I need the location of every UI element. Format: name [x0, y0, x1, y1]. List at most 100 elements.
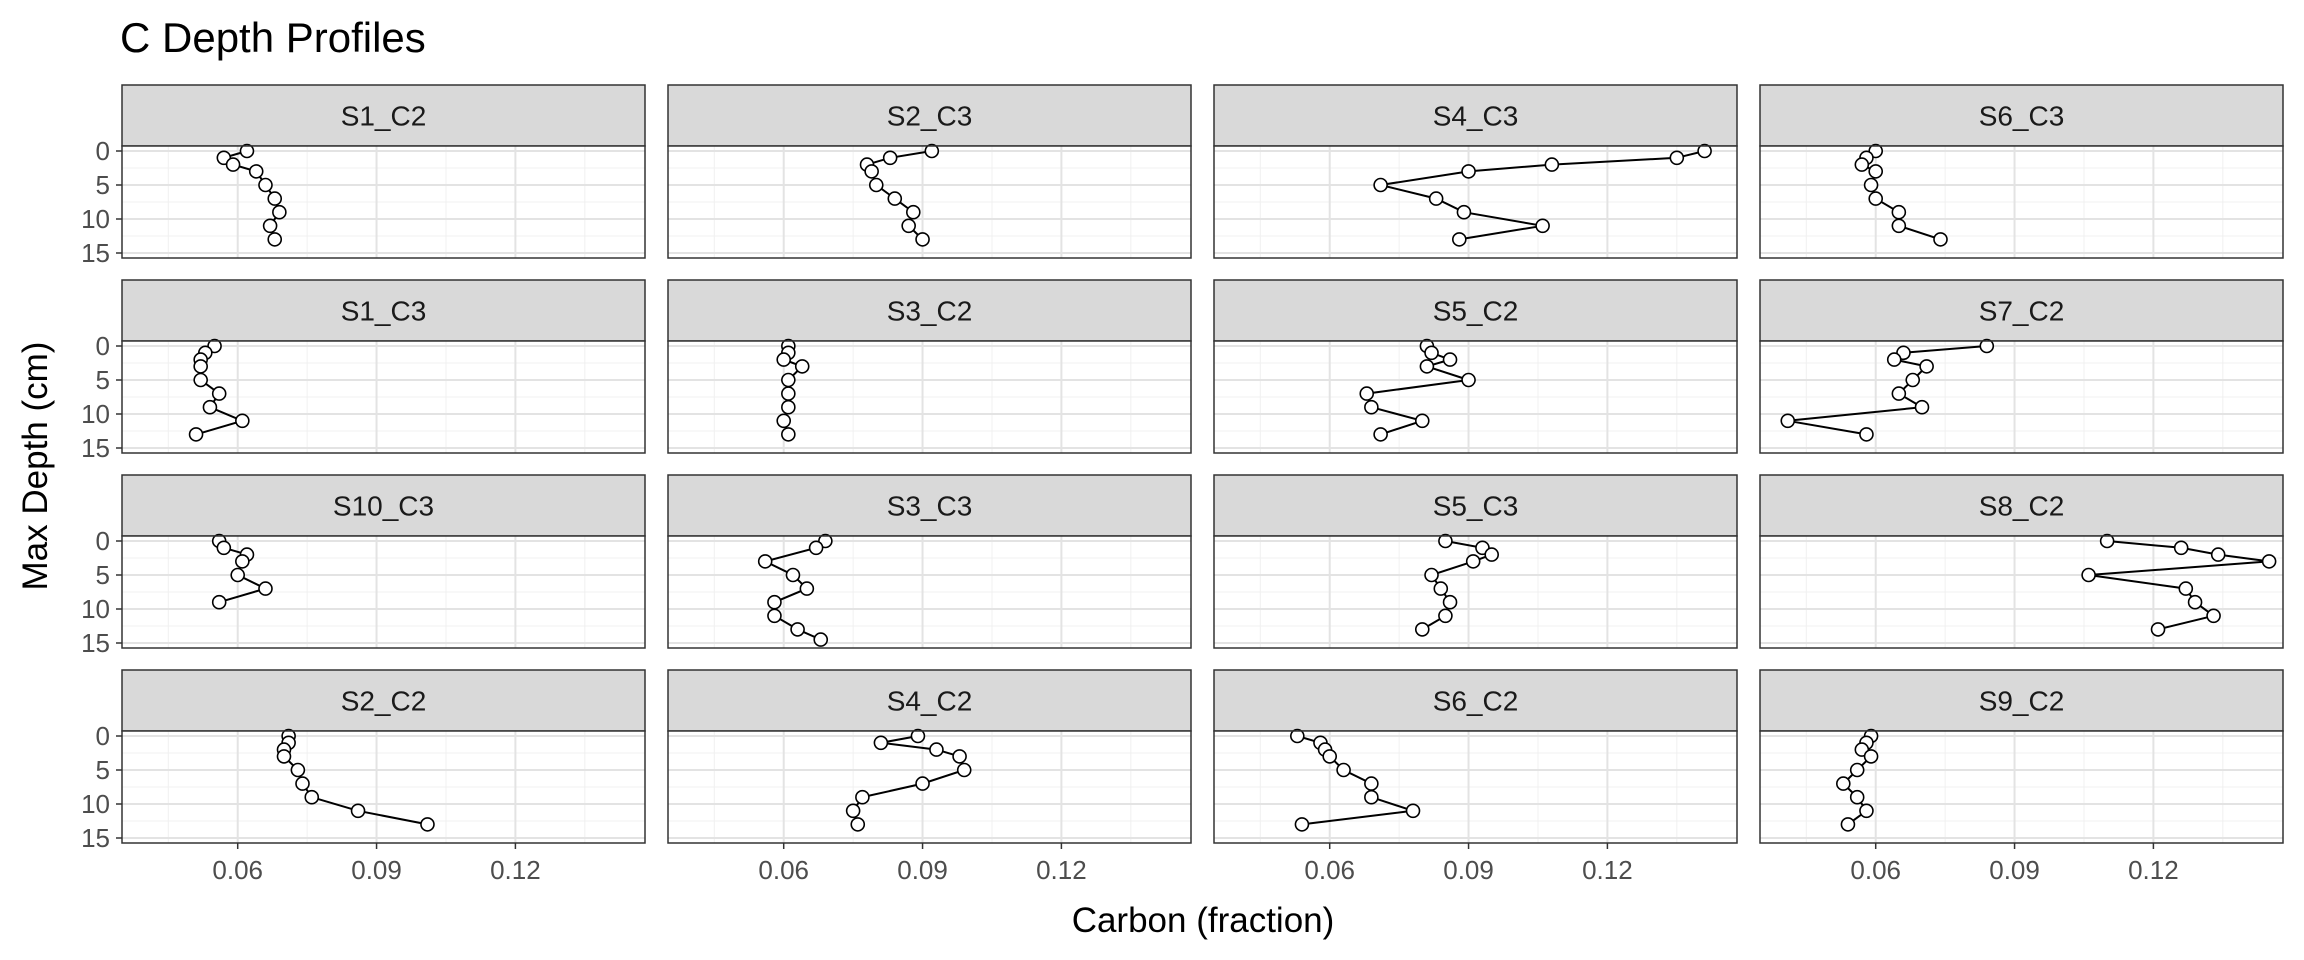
data-point	[1360, 387, 1373, 400]
data-point	[865, 165, 878, 178]
data-point	[268, 192, 281, 205]
data-point	[305, 791, 318, 804]
strip-label: S4_C2	[887, 686, 973, 717]
data-point	[930, 743, 943, 756]
data-point	[884, 151, 897, 164]
data-point	[1420, 360, 1433, 373]
data-point	[217, 541, 230, 554]
data-point	[907, 206, 920, 219]
data-point	[352, 804, 365, 817]
y-tick-label: 0	[96, 526, 110, 556]
data-point	[1374, 428, 1387, 441]
data-point	[1453, 233, 1466, 246]
data-point	[250, 165, 263, 178]
data-point	[1425, 569, 1438, 582]
data-point	[264, 219, 277, 232]
data-point	[1462, 165, 1475, 178]
data-point	[2263, 555, 2276, 568]
y-tick-label: 15	[81, 433, 110, 463]
x-tick-label: 0.06	[1850, 855, 1901, 885]
data-point	[2152, 623, 2165, 636]
x-tick-label: 0.12	[490, 855, 541, 885]
data-point	[782, 401, 795, 414]
data-point	[1457, 206, 1470, 219]
y-tick-label: 15	[81, 823, 110, 853]
facet-s3-c3: S3_C3	[668, 475, 1191, 648]
data-point	[2179, 582, 2192, 595]
data-point	[1920, 360, 1933, 373]
data-point	[814, 633, 827, 646]
data-point	[1365, 777, 1378, 790]
data-point	[902, 219, 915, 232]
facet-s7-c2: S7_C2	[1760, 280, 2283, 453]
data-point	[856, 791, 869, 804]
facet-s8-c2: S8_C2	[1760, 475, 2283, 648]
data-point	[236, 555, 249, 568]
y-axis-title: Max Depth (cm)	[16, 342, 55, 591]
strip-label: S1_C3	[341, 296, 427, 327]
data-point	[1416, 414, 1429, 427]
data-point	[259, 179, 272, 192]
data-point	[1365, 401, 1378, 414]
data-point	[2189, 596, 2202, 609]
data-point	[847, 804, 860, 817]
facet-s6-c3: S6_C3	[1760, 85, 2283, 258]
facet-s1-c2: S1_C2051015	[81, 85, 645, 268]
y-tick-label: 10	[81, 399, 110, 429]
data-point	[1337, 764, 1350, 777]
data-point	[1860, 804, 1873, 817]
data-point	[194, 360, 207, 373]
strip-label: S6_C3	[1979, 101, 2065, 132]
x-tick-label: 0.06	[212, 855, 263, 885]
data-point	[2207, 609, 2220, 622]
y-tick-label: 5	[96, 755, 110, 785]
data-point	[236, 414, 249, 427]
data-point	[916, 233, 929, 246]
x-tick-label: 0.09	[1443, 855, 1494, 885]
facet-s2-c3: S2_C3	[668, 85, 1191, 258]
facet-s4-c2: S4_C20.06 0.09 0.12	[668, 670, 1191, 885]
y-tick-label: 15	[81, 238, 110, 268]
data-point	[1869, 165, 1882, 178]
y-tick-label: 10	[81, 594, 110, 624]
data-point	[768, 609, 781, 622]
data-point	[1841, 818, 1854, 831]
data-point	[958, 764, 971, 777]
data-point	[231, 569, 244, 582]
data-point	[777, 353, 790, 366]
y-tick-label: 5	[96, 365, 110, 395]
data-point	[213, 387, 226, 400]
strip-label: S10_C3	[333, 491, 434, 522]
data-point	[2212, 548, 2225, 561]
facet-s5-c2: S5_C2	[1214, 280, 1737, 453]
x-tick-label: 0.09	[897, 855, 948, 885]
data-point	[190, 428, 203, 441]
data-point	[421, 818, 434, 831]
data-point	[273, 206, 286, 219]
data-point	[1851, 764, 1864, 777]
strip-label: S3_C2	[887, 296, 973, 327]
strip-label: S6_C2	[1433, 686, 1519, 717]
data-point	[782, 428, 795, 441]
data-point	[791, 623, 804, 636]
data-point	[1892, 219, 1905, 232]
data-point	[1892, 206, 1905, 219]
strip-label: S5_C2	[1433, 296, 1519, 327]
data-point	[1837, 777, 1850, 790]
data-point	[851, 818, 864, 831]
data-point	[1434, 582, 1447, 595]
data-point	[1467, 555, 1480, 568]
x-axis-title: Carbon (fraction)	[1072, 901, 1335, 940]
data-point	[2082, 569, 2095, 582]
data-point	[213, 596, 226, 609]
data-point	[1439, 609, 1452, 622]
strip-label: S1_C2	[341, 101, 427, 132]
data-point	[1462, 374, 1475, 387]
facet-panels: S1_C2 0 5 10 15 S2_C3 S4_C3 S6_C3 S1_C3 0 5 10 15 S3_…	[81, 85, 2283, 885]
data-point	[953, 750, 966, 763]
data-point	[796, 360, 809, 373]
x-tick-label: 0.12	[2128, 855, 2179, 885]
y-tick-label: 10	[81, 789, 110, 819]
data-point	[1485, 548, 1498, 561]
